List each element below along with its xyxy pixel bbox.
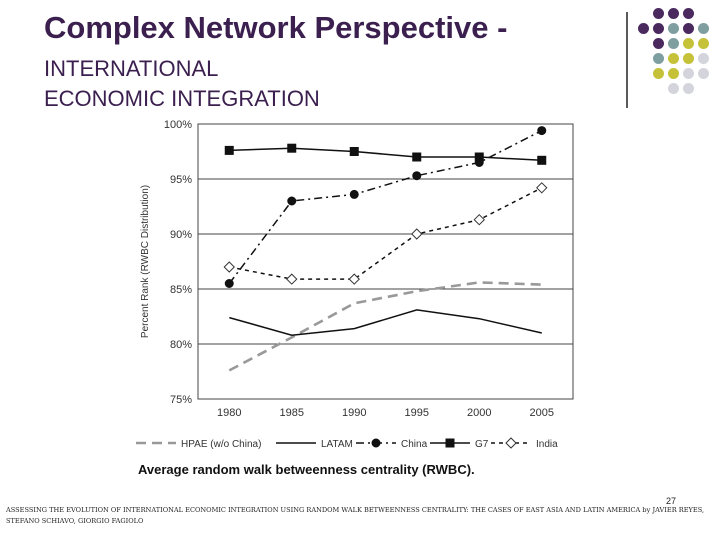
decorative-dot xyxy=(683,68,694,79)
point-india xyxy=(223,261,235,273)
decorative-dot xyxy=(683,53,694,64)
point-g7 xyxy=(224,145,234,155)
chart-caption: Average random walk betweenness centrali… xyxy=(138,462,475,477)
y-tick-label: 95% xyxy=(170,174,192,186)
decorative-dot xyxy=(698,68,709,79)
plot-area-border xyxy=(197,123,574,400)
x-tick-label: 2005 xyxy=(530,407,554,419)
x-tick-label: 2000 xyxy=(467,407,491,419)
point-china xyxy=(224,279,234,288)
decorative-dot xyxy=(668,83,679,94)
legend-label-hpae-w-o-china: HPAE (w/o China) xyxy=(181,439,261,450)
subtitle-line-2: ECONOMIC INTEGRATION xyxy=(44,86,320,111)
decorative-dot xyxy=(653,38,664,49)
point-china xyxy=(412,171,422,181)
point-g7 xyxy=(287,143,297,153)
decorative-dot xyxy=(683,83,694,94)
slide-subtitle: INTERNATIONAL ECONOMIC INTEGRATION xyxy=(44,54,320,114)
point-india xyxy=(286,273,298,285)
decorative-dot xyxy=(653,53,664,64)
citation: ASSESSING THE EVOLUTION OF INTERNATIONAL… xyxy=(6,506,705,525)
point-china xyxy=(287,196,297,206)
decorative-dot xyxy=(668,68,679,79)
y-tick-label: 100% xyxy=(164,119,192,131)
legend-label-latam: LATAM xyxy=(321,439,353,450)
subtitle-line-1: INTERNATIONAL xyxy=(44,56,219,81)
point-g7 xyxy=(412,152,422,162)
legend-label-india: India xyxy=(536,439,558,450)
y-tick-label: 75% xyxy=(170,394,192,406)
point-india xyxy=(348,273,360,285)
decorative-dot xyxy=(698,23,709,34)
y-tick-label: 85% xyxy=(170,284,192,296)
point-india xyxy=(473,213,485,226)
decorative-dot xyxy=(668,23,679,34)
decorative-dot xyxy=(653,68,664,79)
page-number: 27 xyxy=(666,496,677,506)
legend-marker-g7 xyxy=(445,438,455,448)
legend-label-china: China xyxy=(401,439,428,450)
legend-label-g7: G7 xyxy=(475,439,489,450)
point-china xyxy=(349,189,359,199)
decorative-dot xyxy=(698,38,709,49)
legend-marker-china xyxy=(371,438,381,448)
decorative-dot xyxy=(638,23,649,34)
point-india xyxy=(411,228,423,240)
decorative-dot xyxy=(683,23,694,34)
decorative-dot xyxy=(668,53,679,64)
series-line-latam xyxy=(229,309,542,336)
decorative-dot xyxy=(653,23,664,34)
series-line-hpae-w-o-china xyxy=(228,281,542,372)
legend-marker-india xyxy=(505,437,517,449)
series-line-g7 xyxy=(229,147,542,162)
x-tick-label: 1985 xyxy=(280,407,304,419)
y-tick-label: 80% xyxy=(170,339,192,351)
decorative-dot xyxy=(683,8,694,19)
point-g7 xyxy=(537,155,547,165)
decorative-dot xyxy=(698,53,709,64)
x-tick-label: 1990 xyxy=(342,407,366,419)
decorative-dot xyxy=(668,38,679,49)
point-china xyxy=(537,126,547,136)
decorative-dot xyxy=(653,8,664,19)
y-axis-label: Percent Rank (RWBC Distribution) xyxy=(140,185,151,338)
decorative-divider xyxy=(626,12,628,108)
x-tick-label: 1980 xyxy=(217,407,241,419)
point-india xyxy=(536,182,548,194)
slide-title: Complex Network Perspective - xyxy=(44,10,508,45)
point-g7 xyxy=(349,147,359,156)
decorative-dot xyxy=(683,38,694,49)
decorative-dot xyxy=(668,8,679,19)
series-line-india xyxy=(229,187,543,280)
y-tick-label: 90% xyxy=(170,229,192,241)
rwbc-line-chart: 75% 80% 85% 90% 95% 100% 1980 1985 1990 1995 2000 2… xyxy=(136,119,574,450)
x-tick-label: 1995 xyxy=(405,407,429,419)
point-g7 xyxy=(474,152,484,162)
